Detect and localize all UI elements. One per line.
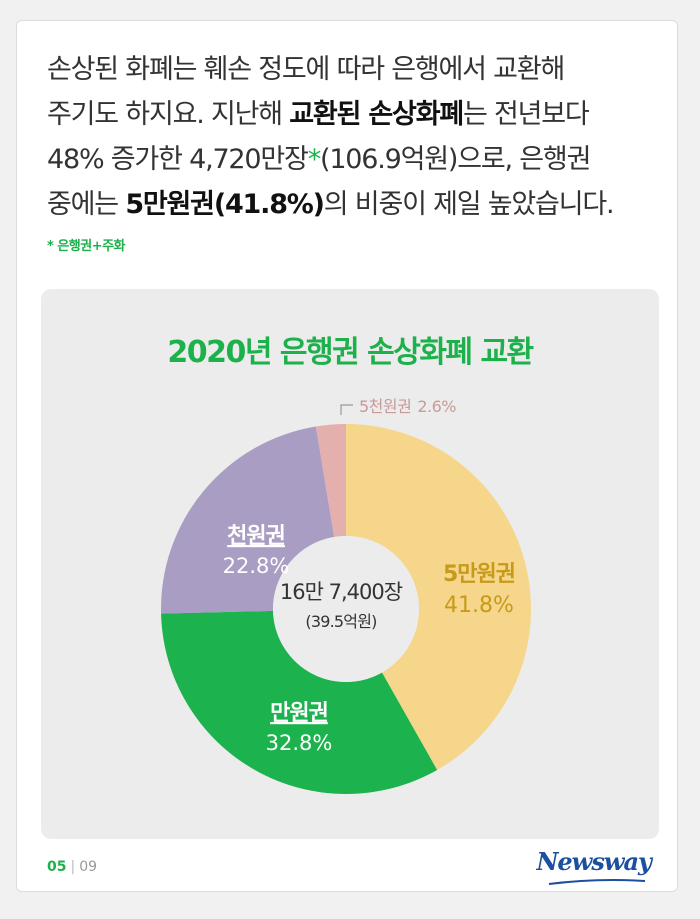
page-separator: | xyxy=(70,859,76,875)
slice-10000 xyxy=(161,610,438,795)
slice-label-5000: 5천원권 2.6% xyxy=(359,397,456,416)
card: 손상된 화폐는 훼손 정도에 따라 은행에서 교환해 주기도 하지요. 지난해 … xyxy=(16,20,678,892)
slice-value-50000: 41.8% xyxy=(444,593,514,618)
highlight-50000-won: 5만원권(41.8%) xyxy=(125,189,325,220)
intro-line-1: 손상된 화폐는 훼손 정도에 따라 은행에서 교환해 xyxy=(47,54,565,85)
slice-label-50000: 5만원권 xyxy=(443,562,515,587)
donut-hole xyxy=(273,536,419,682)
intro-text: 손상된 화폐는 훼손 정도에 따라 은행에서 교환해 주기도 하지요. 지난해 … xyxy=(47,47,657,227)
footnote: * 은행권+주화 xyxy=(47,239,126,254)
slice-label-10000: 만원권 xyxy=(270,701,328,726)
slice-50000 xyxy=(346,424,531,770)
center-total: 16만 7,400장 xyxy=(280,580,403,604)
slice-1000 xyxy=(161,426,335,614)
page-indicator: 05 | 09 xyxy=(47,859,97,875)
logo-swoosh-icon xyxy=(548,879,646,885)
slice-value-1000: 22.8% xyxy=(223,554,290,578)
donut-chart: 16만 7,400장 (39.5억원) 5만원권 41.8% 만원권 32.8%… xyxy=(161,397,531,795)
total-pages: 09 xyxy=(79,859,98,875)
intro-line-2: 주기도 하지요. 지난해 교환된 손상화폐는 전년보다 xyxy=(47,99,590,130)
chart-panel: 2020년 은행권 손상화폐 교환 16만 7,400장 (39.5억원) 5만… xyxy=(41,289,659,839)
highlight-damaged-money: 교환된 손상화폐 xyxy=(289,99,464,130)
slice-label-1000: 천원권 xyxy=(227,524,285,549)
slice-value-10000: 32.8% xyxy=(266,731,333,755)
leader-line-5000 xyxy=(340,404,353,415)
slice-5000 xyxy=(315,424,346,537)
current-page: 05 xyxy=(47,859,67,875)
center-amount: (39.5억원) xyxy=(305,612,376,631)
footnote-mark: * xyxy=(307,144,322,175)
intro-line-3: 48% 증가한 4,720만장*(106.9억원)으로, 은행권 xyxy=(47,144,591,175)
chart-title: 2020년 은행권 손상화폐 교환 xyxy=(167,335,534,370)
newsway-logo: Newsway xyxy=(536,847,652,876)
intro-line-4: 중에는 5만원권(41.8%)의 비중이 제일 높았습니다. xyxy=(47,189,615,220)
